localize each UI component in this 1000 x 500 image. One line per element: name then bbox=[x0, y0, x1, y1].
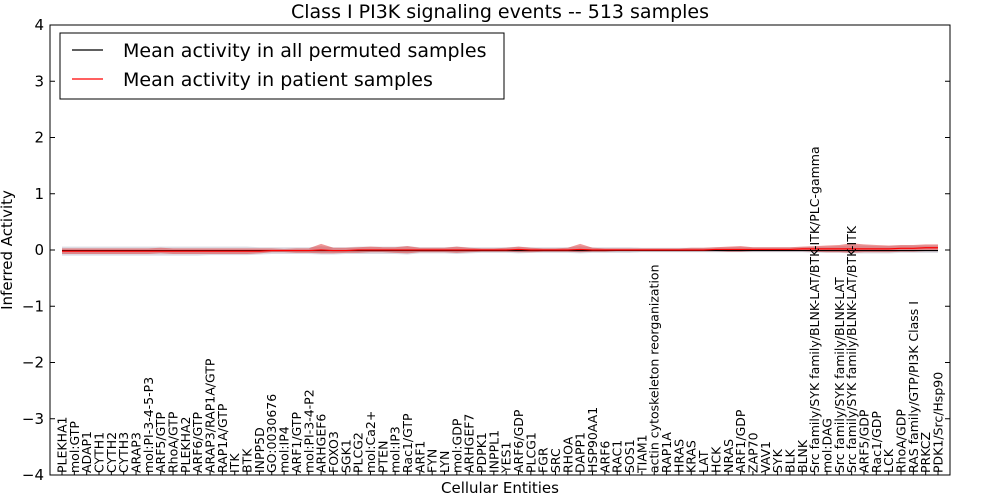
x-tick-label: Src family/SYK family/BLNK-LAT/BTK-ITK/P… bbox=[807, 146, 822, 473]
y-axis: −4 −3 −2 −1 0 1 2 3 4 bbox=[22, 16, 950, 484]
x-tick-label: mol:PI-3-4-5-P3 bbox=[141, 377, 156, 473]
series-line-patient bbox=[62, 247, 938, 252]
x-tick-label: HSP90AA1 bbox=[585, 407, 600, 473]
x-tick-label: mol:IP3 bbox=[388, 426, 403, 473]
x-tick-label: ARF6 bbox=[597, 441, 612, 473]
x-tick-label: PRKCZ bbox=[918, 432, 933, 473]
x-tick-label: ARF5/GDP bbox=[856, 409, 871, 473]
plot-area bbox=[62, 243, 938, 256]
x-tick-label: ARHGEF6 bbox=[314, 414, 329, 473]
x-tick-label: Rac1/GDP bbox=[869, 411, 884, 473]
x-tick-label: NRAS bbox=[721, 439, 736, 473]
x-tick-label: ITK bbox=[227, 453, 242, 473]
x-tick-label: PLEKHA2 bbox=[178, 416, 193, 473]
x-tick-label: ADAP1 bbox=[79, 431, 94, 473]
patient-range-band bbox=[62, 243, 938, 254]
x-tick-label: ARHGEF7 bbox=[462, 414, 477, 473]
x-tick-label: mol:PI-3-4-P2 bbox=[301, 389, 316, 473]
x-tick-label: ARAP3/RAP1A/GTP bbox=[203, 358, 218, 473]
x-tick-label: mol:GDP bbox=[449, 418, 464, 473]
x-tick-label: VAV1 bbox=[758, 441, 773, 473]
legend-label-permuted: Mean activity in all permuted samples bbox=[123, 40, 486, 62]
x-tick-label: FGR bbox=[536, 447, 551, 473]
x-tick-label: ZAP70 bbox=[745, 432, 760, 473]
x-tick-label: LYN bbox=[437, 451, 452, 473]
x-tick-label: ARF1/GTP bbox=[289, 412, 304, 473]
legend: Mean activity in all permuted samples Me… bbox=[59, 32, 505, 100]
x-tick-label: RhoA/GDP bbox=[893, 409, 908, 473]
x-tick-label: mol:DAG bbox=[819, 418, 834, 473]
x-tick-label: Src family/SYK family/BLNK-LAT bbox=[832, 277, 847, 473]
x-tick-label: PLCG2 bbox=[351, 432, 366, 473]
x-tick-label: LCK bbox=[881, 448, 896, 473]
x-tick-label: LAT bbox=[696, 450, 711, 473]
x-tick-label: Src family/SYK family/BLNK-LAT/BTK-ITK bbox=[844, 225, 859, 473]
x-tick-label: RAP1A bbox=[659, 432, 674, 473]
y-axis-label: Inferred Activity bbox=[0, 190, 16, 310]
x-tick-label: ARF1 bbox=[412, 441, 427, 473]
x-tick-label: SGK1 bbox=[338, 439, 353, 473]
x-tick-label: BTK bbox=[240, 448, 255, 473]
x-tick-label: SRC bbox=[548, 448, 563, 473]
x-tick-label: FYN bbox=[425, 449, 440, 473]
x-tick-label: KRAS bbox=[684, 440, 699, 473]
y-tick-label: 3 bbox=[34, 72, 44, 90]
x-tick-label: ARF6/GDP bbox=[511, 409, 526, 473]
legend-box bbox=[59, 32, 505, 100]
x-tick-label: mol:Ca2+ bbox=[363, 411, 378, 473]
x-tick-label: Rac1/GTP bbox=[400, 413, 415, 473]
y-tick-label: 0 bbox=[34, 241, 44, 259]
y-tick-label: 1 bbox=[34, 185, 44, 203]
y-tick-label: 4 bbox=[34, 16, 44, 34]
x-tick-label: CYTH3 bbox=[116, 432, 131, 473]
legend-label-patient: Mean activity in patient samples bbox=[123, 69, 433, 91]
x-tick-label: ARAP3 bbox=[129, 432, 144, 473]
x-tick-label: BLNK bbox=[795, 439, 810, 473]
x-tick-label: actin cytoskeleton reorganization bbox=[647, 264, 662, 473]
y-tick-label: −2 bbox=[22, 354, 44, 372]
x-tick-label: HRAS bbox=[671, 439, 686, 473]
x-tick-label: RAS family/GTP/PI3K Class I bbox=[906, 301, 921, 473]
x-tick-label: TIAM1 bbox=[634, 434, 649, 474]
x-tick-label: BLK bbox=[782, 448, 797, 473]
x-tick-label: DAPP1 bbox=[573, 432, 588, 473]
x-axis-label: Cellular Entities bbox=[441, 479, 559, 497]
x-tick-label: RHOA bbox=[560, 436, 575, 473]
x-tick-label: HCK bbox=[708, 446, 723, 473]
x-tick-label: GO:0030676 bbox=[264, 394, 279, 473]
x-tick-label: mol:GTP bbox=[67, 421, 82, 473]
x-axis: PLEKHA1mol:GTPADAP1CYTH1CYTH2CYTH3ARAP3m… bbox=[55, 146, 946, 475]
x-tick-label: CYTH2 bbox=[104, 432, 119, 473]
x-tick-label: INPPL1 bbox=[486, 430, 501, 473]
y-tick-label: −3 bbox=[22, 410, 44, 428]
x-tick-label: YES1 bbox=[499, 442, 514, 474]
y-tick-label: −1 bbox=[22, 297, 44, 315]
chart-title: Class I PI3K signaling events -- 513 sam… bbox=[291, 1, 709, 23]
x-tick-label: INPP5D bbox=[252, 427, 267, 473]
x-tick-label: ARF5/GTP bbox=[153, 412, 168, 473]
x-tick-label: RAP1A/GTP bbox=[215, 403, 230, 473]
x-tick-label: SOS1 bbox=[622, 439, 637, 473]
x-tick-label: CYTH1 bbox=[92, 432, 107, 473]
x-tick-label: PLEKHA1 bbox=[55, 416, 70, 473]
x-tick-label: SYK bbox=[770, 448, 785, 473]
x-tick-label: ARF1/GDP bbox=[733, 409, 748, 473]
x-tick-label: FOXO3 bbox=[326, 431, 341, 473]
x-tick-label: RAC1 bbox=[610, 440, 625, 473]
x-tick-label: PDK1/Src/Hsp90 bbox=[931, 372, 946, 473]
x-tick-label: mol:IP4 bbox=[277, 426, 292, 473]
x-tick-label: PDPK1 bbox=[474, 432, 489, 473]
x-tick-label: RhoA/GTP bbox=[166, 411, 181, 473]
x-tick-label: PTEN bbox=[375, 441, 390, 473]
y-tick-label: −4 bbox=[22, 466, 44, 484]
x-tick-label: PLCG1 bbox=[523, 432, 538, 473]
y-tick-label: 2 bbox=[34, 129, 44, 147]
x-tick-label: ARF6/GTP bbox=[190, 412, 205, 473]
